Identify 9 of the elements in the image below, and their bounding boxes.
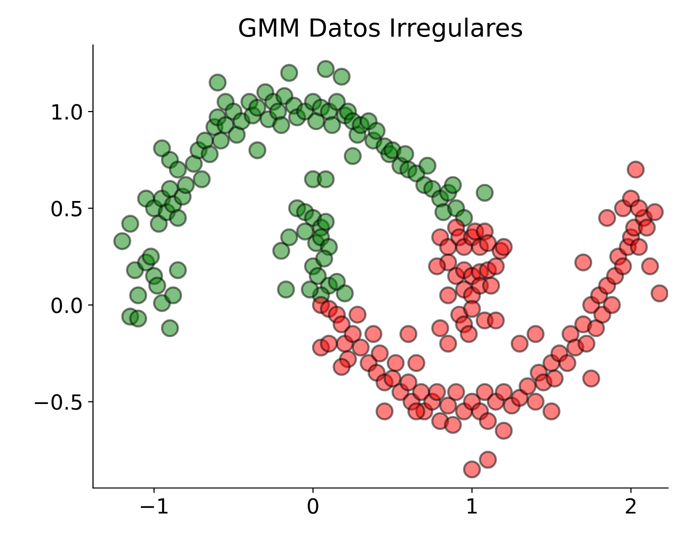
chart-title: GMM Datos Irregulares [239, 18, 522, 42]
x-tick-label: 0 [308, 498, 318, 514]
x-tick-label: −1 [140, 498, 168, 514]
y-tick-label: −0.5 [34, 394, 82, 410]
y-tick-label: 1.0 [52, 104, 82, 120]
y-tick-label: 0.0 [52, 297, 82, 314]
x-tick-label: 2 [626, 498, 636, 514]
x-tick-label: 1 [468, 498, 477, 514]
y-tick-label: 0.5 [52, 200, 82, 216]
